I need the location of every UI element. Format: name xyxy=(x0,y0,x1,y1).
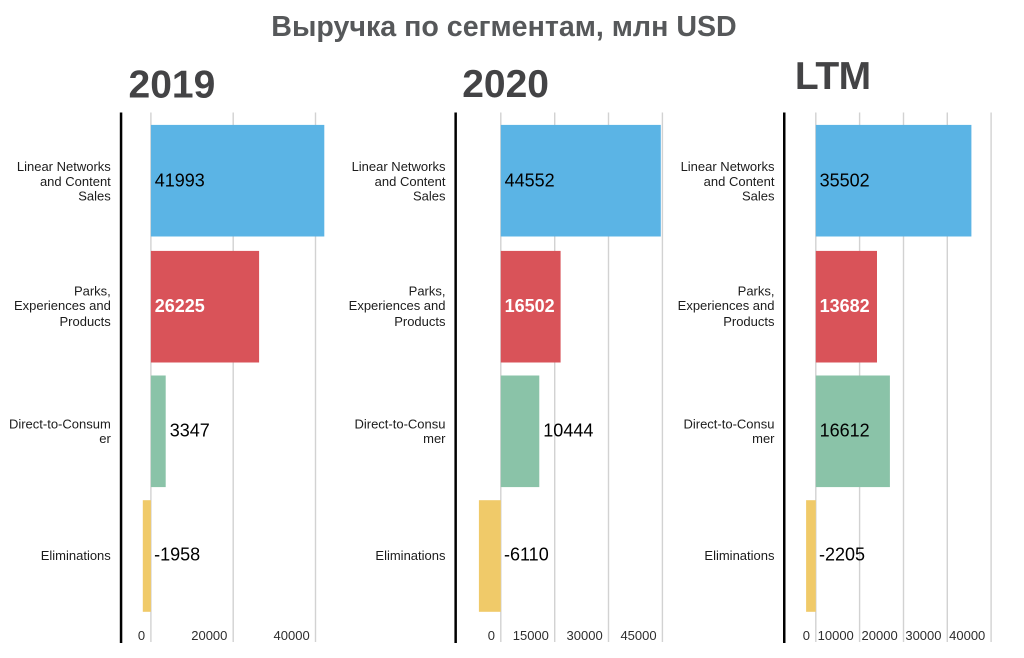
svg-text:Linear Networks: Linear Networks xyxy=(352,159,446,174)
svg-text:45000: 45000 xyxy=(620,628,656,643)
svg-text:-6110: -6110 xyxy=(504,545,549,565)
svg-text:30000: 30000 xyxy=(905,628,941,643)
svg-text:Direct-to-Consu: Direct-to-Consu xyxy=(354,417,445,432)
svg-text:mer: mer xyxy=(752,431,775,446)
svg-text:16502: 16502 xyxy=(505,296,555,316)
svg-text:LTM: LTM xyxy=(795,55,871,98)
svg-text:Direct-to-Consu: Direct-to-Consu xyxy=(683,417,774,432)
svg-text:26225: 26225 xyxy=(155,296,205,316)
svg-text:20000: 20000 xyxy=(862,628,898,643)
svg-text:Products: Products xyxy=(394,314,446,329)
svg-text:15000: 15000 xyxy=(513,628,549,643)
svg-text:0: 0 xyxy=(803,628,810,643)
svg-text:Sales: Sales xyxy=(742,189,775,204)
svg-text:and Content: and Content xyxy=(40,174,111,189)
svg-text:3347: 3347 xyxy=(170,420,210,440)
svg-text:Выручка по сегментам, млн USD: Выручка по сегментам, млн USD xyxy=(271,11,736,43)
svg-text:41993: 41993 xyxy=(155,171,205,191)
svg-text:40000: 40000 xyxy=(274,628,310,643)
svg-text:-2205: -2205 xyxy=(819,545,865,565)
svg-text:0: 0 xyxy=(138,628,145,643)
svg-text:Direct-to-Consum: Direct-to-Consum xyxy=(9,417,111,432)
svg-text:40000: 40000 xyxy=(949,628,985,643)
svg-text:Parks,: Parks, xyxy=(74,283,111,298)
svg-text:Eliminations: Eliminations xyxy=(375,548,446,563)
svg-text:Eliminations: Eliminations xyxy=(41,548,112,563)
svg-text:35502: 35502 xyxy=(820,171,870,191)
svg-text:Sales: Sales xyxy=(413,189,446,204)
svg-text:Experiences and: Experiences and xyxy=(349,298,446,313)
svg-text:16612: 16612 xyxy=(820,420,870,440)
svg-text:Parks,: Parks, xyxy=(738,283,775,298)
svg-text:Experiences and: Experiences and xyxy=(14,298,111,313)
svg-text:0: 0 xyxy=(488,628,495,643)
svg-text:20000: 20000 xyxy=(191,628,227,643)
svg-text:10444: 10444 xyxy=(543,420,593,440)
svg-text:Experiences and: Experiences and xyxy=(678,298,775,313)
svg-text:10000: 10000 xyxy=(818,628,854,643)
svg-text:Linear Networks: Linear Networks xyxy=(17,159,111,174)
svg-text:44552: 44552 xyxy=(505,171,555,191)
svg-text:Eliminations: Eliminations xyxy=(704,548,775,563)
svg-text:2019: 2019 xyxy=(129,63,216,106)
svg-text:13682: 13682 xyxy=(820,296,870,316)
svg-text:-1958: -1958 xyxy=(154,545,200,565)
svg-text:er: er xyxy=(99,431,111,446)
svg-text:Products: Products xyxy=(723,314,775,329)
svg-text:and Content: and Content xyxy=(375,174,446,189)
svg-text:mer: mer xyxy=(423,431,446,446)
svg-text:2020: 2020 xyxy=(462,63,549,106)
svg-text:30000: 30000 xyxy=(567,628,603,643)
svg-text:Sales: Sales xyxy=(78,189,111,204)
svg-text:Parks,: Parks, xyxy=(409,283,446,298)
svg-text:and Content: and Content xyxy=(704,174,775,189)
svg-text:Products: Products xyxy=(59,314,111,329)
svg-text:Linear Networks: Linear Networks xyxy=(681,159,775,174)
